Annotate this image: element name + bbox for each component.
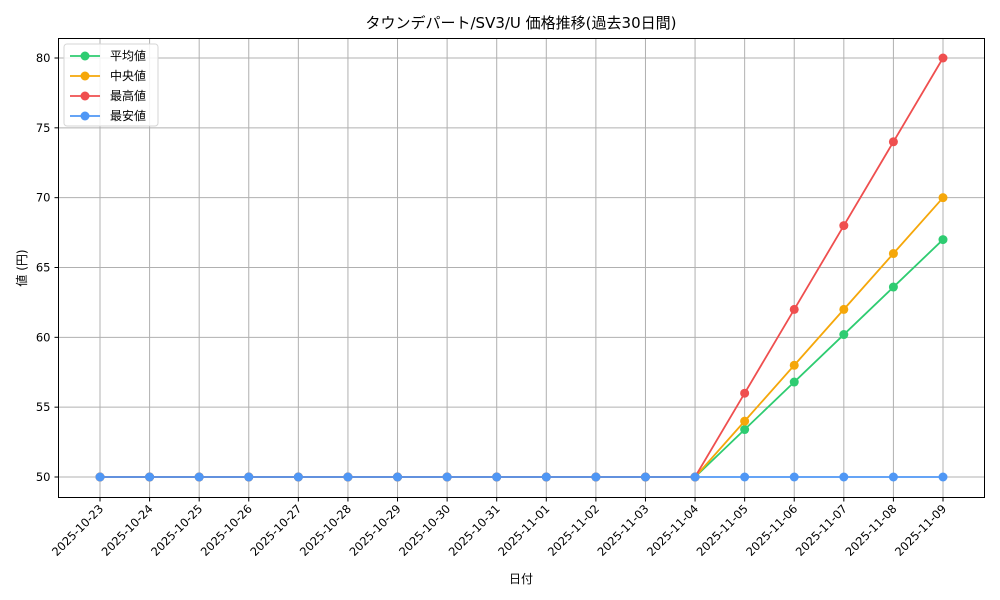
x-tick-label: 2025-11-07 [793, 502, 850, 559]
data-point [888, 472, 898, 482]
x-axis-ticks: 2025-10-232025-10-242025-10-252025-10-26… [49, 497, 949, 559]
series-line [95, 235, 948, 482]
y-axis-ticks: 50 55 60 65 70 75 80 [36, 51, 59, 484]
data-point [839, 330, 849, 340]
legend-label: 平均値 [110, 48, 146, 63]
y-tick-label: 75 [36, 121, 51, 135]
data-point [888, 249, 898, 259]
y-tick-label: 50 [36, 470, 51, 484]
data-point [591, 472, 601, 482]
data-point [640, 472, 650, 482]
x-tick-label: 2025-11-09 [892, 502, 949, 559]
x-tick-label: 2025-11-06 [743, 502, 800, 559]
data-point [194, 472, 204, 482]
legend-item: 中央値 [70, 68, 146, 83]
legend-label: 最安値 [110, 108, 146, 123]
data-point [938, 235, 948, 245]
x-tick-label: 2025-11-03 [594, 502, 651, 559]
data-point [442, 472, 452, 482]
x-tick-label: 2025-10-27 [247, 502, 304, 559]
data-point [145, 472, 155, 482]
data-point [789, 472, 799, 482]
grid-lines [58, 38, 985, 498]
x-tick-label: 2025-10-29 [346, 502, 403, 559]
y-tick-label: 60 [36, 330, 51, 344]
data-point [938, 193, 948, 203]
legend-item: 最高値 [70, 88, 146, 103]
data-point [492, 472, 502, 482]
data-point [740, 472, 750, 482]
data-point [839, 221, 849, 231]
x-tick-label: 2025-10-25 [148, 502, 205, 559]
chart-title: タウンデパート/SV3/U 価格推移(過去30日間) [366, 14, 677, 32]
x-tick-label: 2025-11-05 [694, 502, 751, 559]
data-point [888, 282, 898, 292]
legend-label: 中央値 [110, 68, 146, 83]
data-point [393, 472, 403, 482]
y-axis-label: 値 (円) [14, 249, 29, 286]
data-point [690, 472, 700, 482]
legend-item: 平均値 [70, 48, 146, 63]
data-point [839, 304, 849, 314]
x-tick-label: 2025-10-28 [297, 502, 354, 559]
y-tick-label: 80 [36, 51, 51, 65]
data-point [789, 360, 799, 370]
data-point [740, 388, 750, 398]
x-tick-label: 2025-11-08 [842, 502, 899, 559]
series-line [95, 472, 948, 482]
x-tick-label: 2025-11-02 [545, 502, 602, 559]
legend-box [63, 43, 159, 127]
legend-label: 最高値 [110, 88, 146, 103]
x-tick-label: 2025-10-23 [49, 502, 106, 559]
data-point [938, 53, 948, 63]
x-tick-label: 2025-10-24 [99, 502, 156, 559]
data-series [95, 53, 948, 482]
x-tick-label: 2025-10-26 [198, 502, 255, 559]
data-point [740, 425, 750, 435]
x-tick-label: 2025-11-04 [644, 502, 701, 559]
data-point [541, 472, 551, 482]
data-point [95, 472, 105, 482]
data-point [938, 472, 948, 482]
x-axis-label: 日付 [509, 572, 533, 586]
data-point [343, 472, 353, 482]
data-point [293, 472, 303, 482]
data-point [789, 304, 799, 314]
x-tick-label: 2025-11-01 [495, 502, 552, 559]
x-tick-label: 2025-10-31 [446, 502, 503, 559]
x-tick-label: 2025-10-30 [396, 502, 453, 559]
y-tick-label: 70 [36, 191, 51, 205]
y-tick-label: 55 [36, 400, 51, 414]
data-point [244, 472, 254, 482]
data-point [839, 472, 849, 482]
data-point [888, 137, 898, 147]
data-point [789, 377, 799, 387]
y-tick-label: 65 [36, 261, 51, 275]
data-point [740, 416, 750, 426]
legend-item: 最安値 [70, 108, 146, 123]
